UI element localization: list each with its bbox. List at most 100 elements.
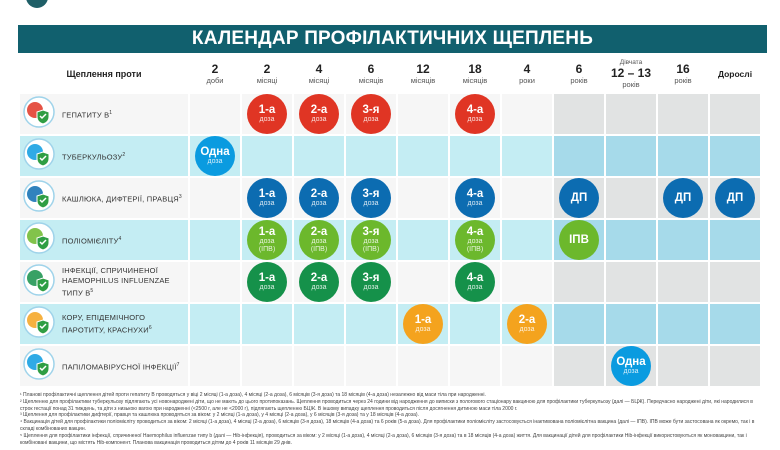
schedule-cell: 2-а доза: [294, 262, 344, 302]
dose-label: доза: [623, 368, 639, 375]
running-child-icon: [22, 221, 56, 260]
dose-badge: ДП: [663, 178, 703, 218]
schedule-cell: [658, 262, 708, 302]
column-header-unit: років: [674, 75, 692, 85]
vaccine-name-text: Папіломавірусної інфекції: [62, 362, 177, 372]
schedule-cell: [294, 136, 344, 176]
schedule-cell: [398, 94, 448, 134]
viruses-shield-icon: [22, 305, 56, 344]
schedule-cell: [190, 220, 240, 260]
dose-number: 2-а: [310, 272, 328, 284]
column-header-number: 12: [416, 61, 430, 76]
schedule-cell: 1-а доза (ІПВ): [242, 220, 292, 260]
schedule-cell: 2-а доза: [294, 94, 344, 134]
schedule-cell: [554, 304, 604, 344]
dose-badge: 3-я доза (ІПВ): [351, 220, 391, 260]
schedule-cell: [294, 346, 344, 386]
column-header-unit: років: [622, 79, 640, 89]
dose-label: доза: [363, 238, 379, 245]
dose-number: 1-а: [258, 226, 276, 238]
row-label-tuberculosis: Туберкульозу2: [20, 136, 188, 176]
vaccine-name-text: Кору, епідемічного паротиту, краснухи: [62, 312, 149, 335]
schedule-cell: [554, 262, 604, 302]
vaccine-name-text: Поліомієліту: [62, 236, 119, 246]
column-header-number: 2: [211, 61, 219, 76]
row-label-hepatitis-b: Гепатиту В1: [20, 94, 188, 134]
schedule-cell: [346, 304, 396, 344]
schedule-cell: [190, 94, 240, 134]
schedule-cell: [190, 178, 240, 218]
dose-label: доза: [311, 200, 327, 207]
footnote: ³ Щеплення для профілактики дифтерії, пр…: [20, 412, 419, 419]
schedule-cell: [190, 304, 240, 344]
column-header-number: 18: [468, 61, 482, 76]
dose-badge: Одна доза: [195, 136, 235, 176]
column-header: 6 років: [554, 56, 604, 92]
footnote-ref: 7: [176, 361, 180, 368]
schedule-cell: [710, 304, 760, 344]
schedule-cell: 2-а доза: [294, 178, 344, 218]
dose-number: ДП: [726, 192, 744, 204]
dose-number: 1-а: [258, 188, 276, 200]
schedule-cell: ДП: [554, 178, 604, 218]
vaccine-name: Інфекції, спричиненої Haemophilus influe…: [62, 266, 188, 299]
schedule-cell: [450, 136, 500, 176]
schedule-cell: [242, 304, 292, 344]
schedule-cell: Одна доза: [606, 346, 656, 386]
column-header-number: 6: [575, 61, 583, 76]
schedule-cell: 3-я доза (ІПВ): [346, 220, 396, 260]
column-header-unit: місяців: [410, 75, 436, 85]
footnotes: ¹ Планові профілактичні щеплення дітей п…: [20, 392, 765, 446]
dose-badge: 3-я доза: [351, 94, 391, 134]
schedule-cell: [398, 178, 448, 218]
dose-badge: ДП: [559, 178, 599, 218]
schedule-cell: Одна доза: [190, 136, 240, 176]
column-header: 16 років: [658, 56, 708, 92]
footnote-ref: 6: [148, 324, 152, 331]
dose-label: доза: [467, 284, 483, 291]
schedule-cell: [190, 346, 240, 386]
schedule-cell: [502, 136, 552, 176]
dose-number: 1-а: [258, 272, 276, 284]
schedule-cell: 3-я доза: [346, 94, 396, 134]
dose-badge: 4-а доза: [455, 94, 495, 134]
schedule-cell: [346, 136, 396, 176]
column-header: 6 місяців: [346, 56, 396, 92]
column-header: 2 місяці: [242, 56, 292, 92]
dose-badge: 2-а доза (ІПВ): [299, 220, 339, 260]
schedule-cell: ДП: [710, 178, 760, 218]
dose-badge: 1-а доза (ІПВ): [247, 220, 287, 260]
dose-number: 2-а: [518, 314, 536, 326]
column-header-unit: місяці: [256, 75, 278, 85]
vaccine-name-text: Туберкульозу: [62, 152, 123, 162]
dose-label: доза: [259, 116, 275, 123]
column-header-unit: доби: [206, 75, 224, 85]
dose-type: (ІПВ): [362, 246, 380, 253]
column-header-unit: років: [570, 75, 588, 85]
schedule-cell: [554, 136, 604, 176]
dose-label: доза: [311, 284, 327, 291]
dose-badge: 2-а доза: [299, 262, 339, 302]
coughing-person-icon: [22, 179, 56, 218]
schedule-cell: [710, 346, 760, 386]
column-header-number: 6: [367, 61, 375, 76]
dose-number: 1-а: [258, 104, 276, 116]
schedule-cell: 2-а доза: [502, 304, 552, 344]
vaccine-name: Гепатиту В1: [62, 108, 112, 121]
column-header-unit: місяців: [358, 75, 384, 85]
dose-label: доза: [415, 326, 431, 333]
dose-label: доза: [311, 116, 327, 123]
dose-label: доза: [259, 284, 275, 291]
row-label-hib: Інфекції, спричиненої Haemophilus influe…: [20, 262, 188, 302]
schedule-cell: [554, 94, 604, 134]
dose-label: доза: [467, 116, 483, 123]
lungs-icon: [22, 137, 56, 176]
dose-badge: 3-я доза: [351, 178, 391, 218]
dose-badge: 4-а доза (ІПВ): [455, 220, 495, 260]
schedule-cell: [242, 346, 292, 386]
footnote-ref: 4: [118, 235, 122, 242]
schedule-cell: [398, 220, 448, 260]
page-title: КАЛЕНДАР ПРОФІЛАКТИЧНИХ ЩЕПЛЕНЬ: [18, 25, 767, 53]
dose-badge: Одна доза: [611, 346, 651, 386]
dose-badge: 1-а доза: [403, 304, 443, 344]
